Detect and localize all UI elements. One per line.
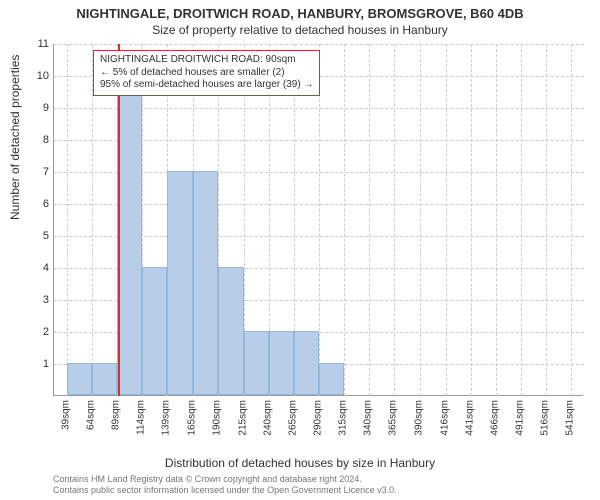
x-tick-label: 516sqm xyxy=(540,400,551,436)
y-tick-label: 1 xyxy=(33,358,49,370)
y-tick-label: 11 xyxy=(33,38,49,50)
x-tick-label: 416sqm xyxy=(439,400,450,436)
y-tick-label: 5 xyxy=(33,230,49,242)
gridline-v xyxy=(571,44,572,396)
title-sub: Size of property relative to detached ho… xyxy=(0,21,600,37)
x-tick-label: 265sqm xyxy=(287,400,298,436)
x-tick-label: 64sqm xyxy=(85,400,96,430)
annotation-line3: 95% of semi-detached houses are larger (… xyxy=(100,79,313,92)
x-tick-label: 466sqm xyxy=(490,400,501,436)
bar xyxy=(193,171,218,395)
y-tick-label: 9 xyxy=(33,102,49,114)
x-tick-label: 491sqm xyxy=(515,400,526,436)
y-tick-label: 3 xyxy=(33,294,49,306)
gridline-v xyxy=(471,44,472,396)
x-tick-label: 89sqm xyxy=(110,400,121,430)
footer-line1: Contains HM Land Registry data © Crown c… xyxy=(53,474,397,485)
gridline-v xyxy=(319,44,320,396)
chart-container: NIGHTINGALE, DROITWICH ROAD, HANBURY, BR… xyxy=(0,0,600,500)
y-tick-label: 10 xyxy=(33,70,49,82)
bar xyxy=(142,267,167,395)
gridline-v xyxy=(344,44,345,396)
gridline-v xyxy=(521,44,522,396)
bar xyxy=(269,331,294,395)
x-tick-label: 340sqm xyxy=(363,400,374,436)
y-tick-label: 4 xyxy=(33,262,49,274)
title-main: NIGHTINGALE, DROITWICH ROAD, HANBURY, BR… xyxy=(0,0,600,21)
gridline-v xyxy=(369,44,370,396)
annotation-line1: NIGHTINGALE DROITWICH ROAD: 90sqm xyxy=(100,54,313,67)
bar xyxy=(67,363,92,395)
gridline-v xyxy=(394,44,395,396)
footer-line2: Contains public sector information licen… xyxy=(53,485,397,496)
x-tick-label: 441sqm xyxy=(464,400,475,436)
bar xyxy=(319,363,344,395)
gridline-v xyxy=(420,44,421,396)
x-tick-label: 190sqm xyxy=(212,400,223,436)
bar xyxy=(244,331,269,395)
bar xyxy=(167,171,193,395)
annotation-box: NIGHTINGALE DROITWICH ROAD: 90sqm ← 5% o… xyxy=(93,50,320,96)
gridline-v xyxy=(92,44,93,396)
plot-region xyxy=(53,44,583,396)
y-tick-label: 6 xyxy=(33,198,49,210)
y-tick-label: 8 xyxy=(33,134,49,146)
x-tick-label: 240sqm xyxy=(262,400,273,436)
marker-line xyxy=(118,44,120,396)
y-tick-label: 2 xyxy=(33,326,49,338)
y-axis-label: Number of detached properties xyxy=(8,55,22,220)
gridline-v xyxy=(446,44,447,396)
x-tick-label: 139sqm xyxy=(161,400,172,436)
y-tick-label: 7 xyxy=(33,166,49,178)
x-tick-label: 290sqm xyxy=(313,400,324,436)
x-tick-label: 315sqm xyxy=(338,400,349,436)
bar xyxy=(294,331,319,395)
gridline-v xyxy=(496,44,497,396)
x-tick-label: 365sqm xyxy=(388,400,399,436)
bar xyxy=(92,363,117,395)
x-tick-label: 541sqm xyxy=(565,400,576,436)
x-tick-label: 165sqm xyxy=(187,400,198,436)
x-tick-label: 215sqm xyxy=(237,400,248,436)
footer-attribution: Contains HM Land Registry data © Crown c… xyxy=(53,474,397,496)
bar xyxy=(117,75,142,395)
x-tick-label: 114sqm xyxy=(135,400,146,435)
annotation-line2: ← 5% of detached houses are smaller (2) xyxy=(100,67,313,80)
gridline-v xyxy=(546,44,547,396)
bar xyxy=(218,267,243,395)
chart-area: 1234567891011 39sqm64sqm89sqm114sqm139sq… xyxy=(53,44,583,396)
gridline-v xyxy=(67,44,68,396)
x-tick-label: 39sqm xyxy=(60,400,71,430)
x-axis-label: Distribution of detached houses by size … xyxy=(0,456,600,470)
x-tick-label: 390sqm xyxy=(413,400,424,436)
